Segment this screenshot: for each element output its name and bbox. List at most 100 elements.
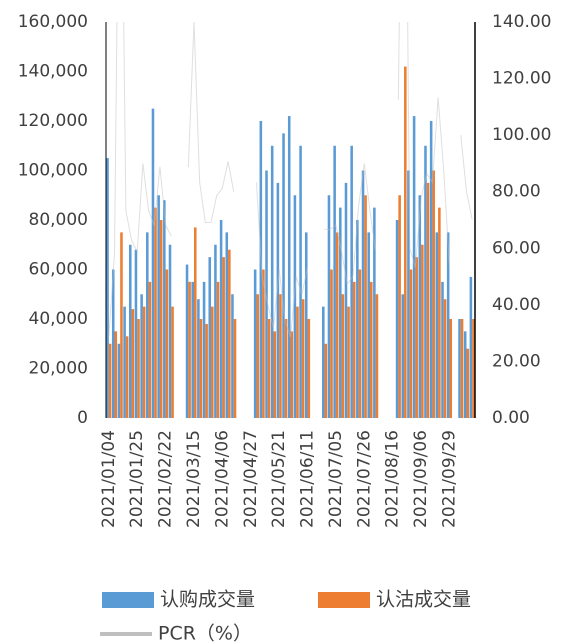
bar <box>460 319 464 418</box>
y-tick-label: 140,000 <box>18 62 88 82</box>
y2-tick-label: 60.00 <box>492 238 541 258</box>
x-tick-label: 2021/04/06 <box>212 430 232 528</box>
y2-tick-label: 140.00 <box>492 12 551 32</box>
bar <box>330 269 333 418</box>
x-tick-label: 2021/07/05 <box>326 430 346 528</box>
bar <box>262 269 265 418</box>
bar <box>301 299 305 418</box>
bar <box>151 108 155 418</box>
bar <box>131 309 135 418</box>
bar <box>369 281 373 418</box>
bar <box>469 276 473 418</box>
bar <box>171 306 174 418</box>
bar <box>231 294 234 418</box>
bar <box>352 281 356 418</box>
bar <box>415 257 418 418</box>
bar <box>148 281 152 418</box>
bar <box>108 343 112 418</box>
pcr-line <box>108 22 473 338</box>
x-tick-label: 2021/01/25 <box>127 430 147 528</box>
bar <box>299 145 302 418</box>
bar <box>259 121 263 418</box>
bar <box>418 195 422 418</box>
bar <box>373 207 376 418</box>
bar <box>199 319 203 418</box>
bar <box>356 220 359 418</box>
x-tick-label: 2021/08/16 <box>383 430 403 528</box>
bar <box>347 306 350 418</box>
bar <box>197 299 200 418</box>
bar <box>165 269 169 418</box>
bar <box>265 170 268 418</box>
bar <box>395 220 399 418</box>
bar <box>279 294 282 418</box>
bar <box>333 145 336 418</box>
bar <box>426 182 430 418</box>
bar <box>146 232 149 418</box>
bar <box>282 133 285 418</box>
bar <box>134 249 138 418</box>
y-tick-label: 60,000 <box>29 260 88 280</box>
y2-tick-label: 100.00 <box>492 125 551 145</box>
bar <box>168 244 172 418</box>
bar <box>466 348 470 418</box>
bar <box>157 195 160 418</box>
bar <box>472 319 475 418</box>
x-tick-label: 2021/07/26 <box>354 430 374 528</box>
bar <box>335 232 339 418</box>
y-tick-label: 0 <box>77 408 88 428</box>
bar <box>208 257 212 418</box>
bar <box>358 269 362 418</box>
bar <box>409 269 413 418</box>
y-tick-label: 20,000 <box>29 359 88 379</box>
bar <box>432 170 435 418</box>
bar <box>401 294 405 418</box>
bar <box>211 306 214 418</box>
bar <box>361 170 365 418</box>
bar <box>463 331 467 418</box>
x-tick-label: 2021/04/27 <box>241 430 261 528</box>
bar <box>185 264 189 418</box>
bar <box>117 343 121 418</box>
bar <box>123 306 126 418</box>
bar <box>253 269 257 418</box>
bar <box>443 299 447 418</box>
bar <box>256 294 259 418</box>
bar <box>225 232 229 418</box>
legend-label: 认购成交量 <box>160 589 255 611</box>
y-tick-label: 120,000 <box>18 111 88 131</box>
bar <box>163 200 166 418</box>
bar <box>284 319 288 418</box>
bar <box>322 306 325 418</box>
bar <box>273 331 277 418</box>
bar <box>307 319 311 418</box>
y-tick-label: 40,000 <box>29 309 88 329</box>
bar <box>290 331 294 418</box>
x-tick-label: 2021/03/15 <box>184 430 204 528</box>
bar <box>435 232 439 418</box>
bar <box>324 343 328 418</box>
bar <box>193 227 197 418</box>
bar <box>214 244 217 418</box>
y2-tick-label: 120.00 <box>492 69 551 89</box>
y2-tick-label: 80.00 <box>492 182 541 202</box>
x-tick-label: 2021/02/22 <box>156 430 176 528</box>
bar <box>228 249 231 418</box>
bar <box>233 319 237 418</box>
bar <box>120 232 123 418</box>
bar <box>375 294 379 418</box>
legend-label: PCR（%） <box>158 623 252 644</box>
bar <box>344 182 348 418</box>
bar <box>188 281 191 418</box>
y-tick-label: 80,000 <box>29 210 88 230</box>
bar <box>128 244 132 418</box>
x-tick-label: 2021/05/21 <box>269 430 289 528</box>
bar <box>407 170 410 418</box>
bar <box>398 195 401 418</box>
bar <box>339 207 342 418</box>
bar <box>159 220 163 418</box>
bar <box>191 281 194 418</box>
bar <box>449 319 453 418</box>
bar <box>222 257 225 418</box>
